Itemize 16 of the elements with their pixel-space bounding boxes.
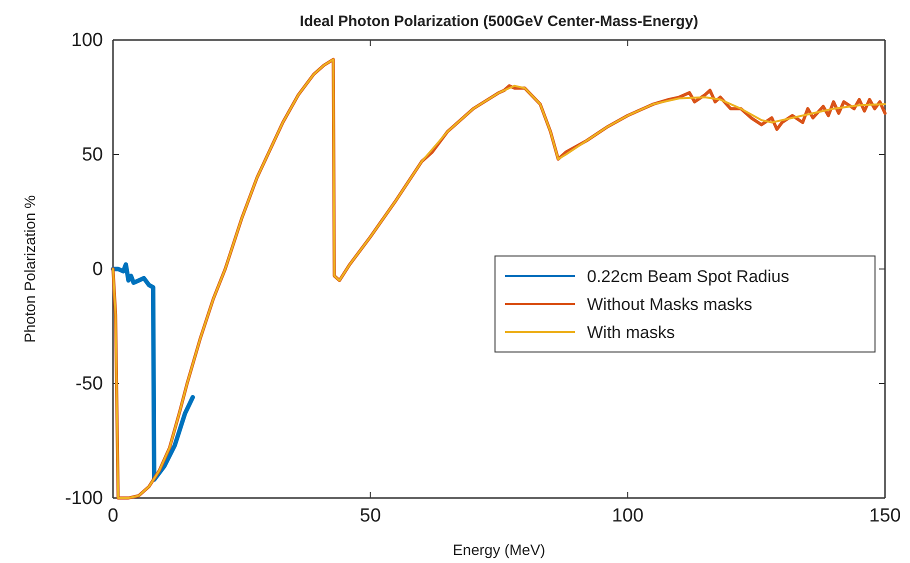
x-tick-label: 100: [612, 505, 644, 526]
x-tick-label: 50: [360, 505, 381, 526]
y-tick-label: -50: [76, 374, 103, 395]
x-axis-title: Energy (MeV): [452, 542, 546, 559]
y-tick-label: -100: [64, 488, 103, 510]
legend-label: With masks: [587, 323, 675, 342]
y-tick-label: 100: [71, 30, 103, 52]
legend-label: 0.22cm Beam Spot Radius: [587, 267, 790, 286]
line-series: [110, 262, 195, 482]
x-tick-label: 0: [108, 505, 118, 526]
y-axis-title: Photon Polarization %: [22, 195, 39, 343]
y-tick-label: 50: [82, 144, 103, 166]
x-tick-label: 150: [869, 505, 901, 526]
chart-title: Ideal Photon Polarization (500GeV Center-Mass-Energy): [300, 13, 698, 30]
y-tick-label: 0: [92, 259, 103, 280]
legend-label: Without Masks masks: [587, 295, 752, 314]
